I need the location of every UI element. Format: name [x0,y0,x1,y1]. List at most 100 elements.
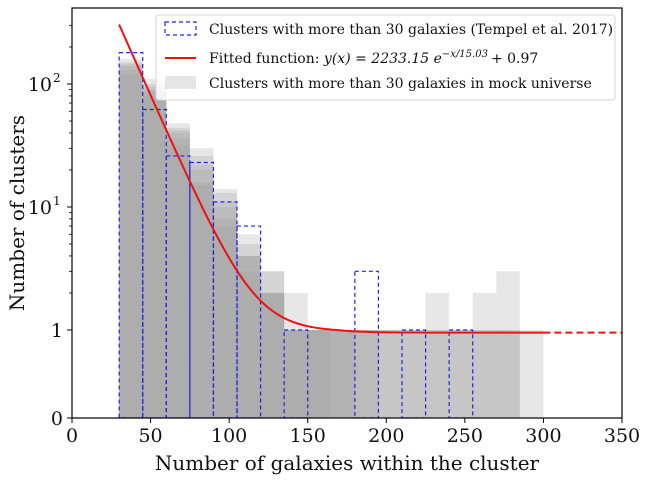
mock-bar [189,164,214,418]
legend: Clusters with more than 30 galaxies (Tem… [155,14,616,101]
mock-bar [237,234,261,418]
mock-bar [260,292,285,418]
mock-bar [260,271,285,418]
mock-bar [284,330,308,418]
legend-fit-label: Fitted function: y(x) = 2233.15 e−x/15.0… [209,49,538,67]
mock-bar [472,330,497,418]
mock-bar [425,330,450,418]
legend-observed-label: Clusters with more than 30 galaxies (Tem… [209,22,613,38]
observed-bar [118,52,144,418]
observed-bar [236,225,262,418]
mock-bar [307,330,332,418]
mock-bar [119,64,143,418]
x-tick-label: 350 [604,425,640,447]
observed-bar [354,270,380,418]
mock-bar [331,330,355,418]
mock-bar [166,123,190,418]
x-tick-label: 200 [368,425,404,447]
mock-bar [331,330,355,418]
mock-bar [472,330,497,418]
mock-bar [425,330,450,418]
mock-bar [213,218,237,418]
mock-bar [354,330,379,418]
y-tick-label: 10 [28,74,52,96]
mock-bar [307,330,332,418]
x-tick-label: 150 [290,425,326,447]
mock-bar [354,330,379,418]
mock-bar [307,330,332,418]
mock-bar [189,181,214,418]
mock-bar [166,127,190,418]
y-tick-exponent: 1 [53,194,61,208]
x-axis: 0 50 100 150 200 250 300 350 [66,418,640,447]
mock-bar [307,330,332,418]
mock-bar [402,330,426,418]
observed-bar [165,155,191,418]
mock-bar [142,86,167,418]
mock-bar [449,330,473,418]
mock-bar [237,255,261,418]
x-tick-label: 50 [138,425,162,447]
mock-bar [496,330,520,418]
fit-line-solid [118,24,544,334]
mock-bar [237,271,261,418]
mock-bar [449,330,473,418]
mock-bar [331,330,355,418]
x-tick-label: 100 [211,425,247,447]
mock-bar [189,169,214,418]
mock-bar [378,330,402,418]
mock-bar [496,330,520,418]
mock-bar [142,95,167,418]
y-tick-label: 0 [51,408,63,430]
mock-bar [284,330,308,418]
legend-mock-swatch [165,76,196,89]
fit-line-layer [118,24,622,334]
mock-bar [260,292,285,418]
mock-bar [119,69,143,418]
mock-bar [307,330,332,418]
mock-bar [237,255,261,418]
mock-bar [142,78,167,418]
observed-bar [189,161,215,418]
legend-box [155,14,616,101]
legend-mock-label: Clusters with more than 30 galaxies in m… [209,76,592,92]
mock-bar [284,330,308,418]
mock-bar [166,132,190,418]
mock-bar [260,271,285,418]
mock-bar [378,330,402,418]
mock-bar [284,330,308,418]
mock-bar [166,138,190,418]
mock-bar [189,185,214,418]
mock-bar [331,330,355,418]
mock-bar [237,255,261,418]
mock-bar [213,201,237,418]
mock-bar [425,292,450,418]
x-tick-label: 300 [525,425,561,447]
x-tick-label: 250 [447,425,483,447]
mock-bar [213,189,237,418]
y-axis-label: Number of clusters [5,115,29,311]
y-tick-label: 10 [28,197,52,219]
mock-bar [472,292,497,418]
mock-bar [166,130,190,418]
mock-bar [378,330,402,418]
mock-bar [307,330,332,418]
observed-bar [212,201,238,418]
mock-bar [354,330,379,418]
mock-bar [189,155,214,418]
mock-bar [213,192,237,418]
x-axis-label: Number of galaxies within the cluster [155,451,540,475]
mock-bar [260,292,285,418]
x-tick-label: 0 [66,425,78,447]
mock-bar [402,330,426,418]
mock-bar [519,330,544,418]
y-tick-label: 1 [51,320,63,342]
mock-bar [284,330,308,418]
mock-bar [119,66,143,418]
mock-bar [142,90,167,418]
mock-bar [119,62,143,418]
mock-bar [237,244,261,418]
legend-observed-swatch [164,21,197,36]
